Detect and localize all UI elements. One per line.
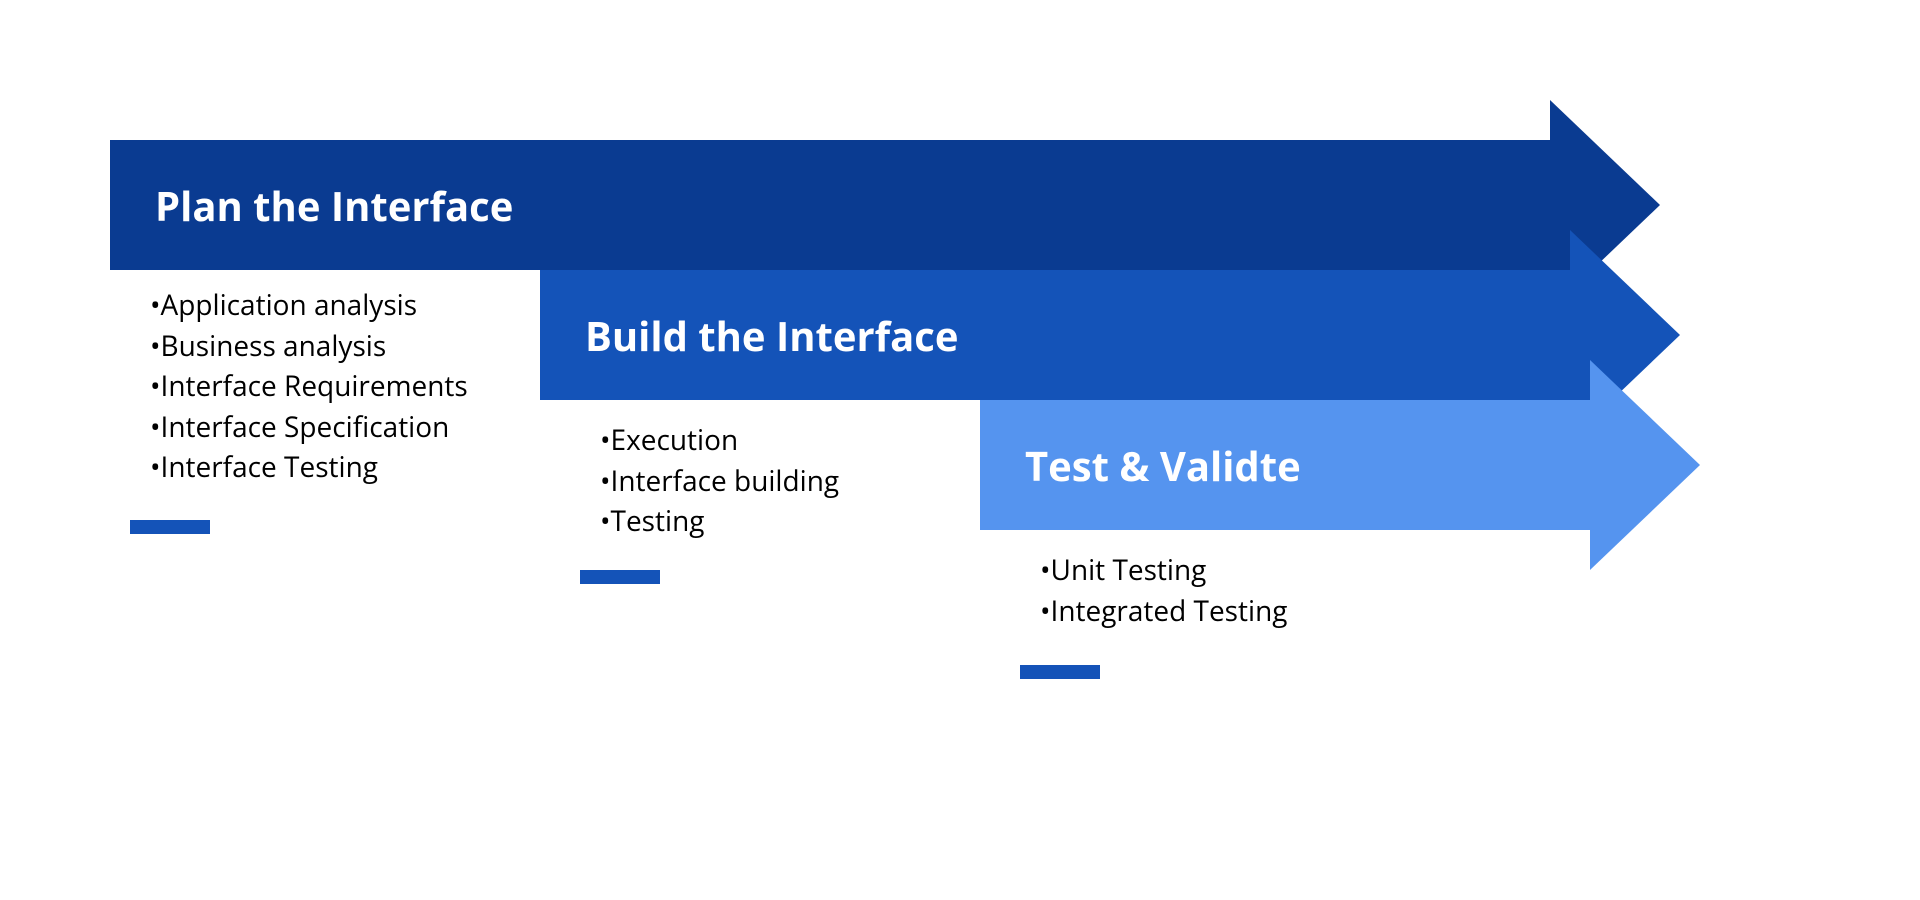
bullet-text: Interface Specification (161, 408, 450, 446)
bullet-text: Business analysis (161, 327, 387, 365)
bullet-item: •Application analysis (150, 285, 468, 326)
bullets-plan: •Application analysis •Business analysis… (130, 285, 468, 488)
arrow-build-shaft: Build the Interface (540, 270, 1570, 400)
bullet-item: •Interface Testing (150, 447, 468, 488)
underline-plan (130, 520, 210, 534)
arrow-plan-title: Plan the Interface (155, 178, 513, 233)
arrow-plan: Plan the Interface (110, 140, 1670, 270)
bullet-item: •Interface building (600, 461, 839, 502)
bullets-test: •Unit Testing •Integrated Testing (1020, 550, 1287, 631)
arrow-build-title: Build the Interface (585, 308, 959, 363)
bullet-text: Testing (611, 502, 705, 540)
arrow-test-title: Test & Validte (1025, 438, 1301, 493)
bullet-item: •Integrated Testing (1040, 591, 1287, 632)
bullet-item: •Execution (600, 420, 839, 461)
bullet-text: Interface building (611, 462, 840, 500)
underline-test (1020, 665, 1100, 679)
bullet-item: •Interface Requirements (150, 366, 468, 407)
bullet-text: Interface Testing (161, 448, 378, 486)
bullet-text: Integrated Testing (1051, 592, 1288, 630)
bullet-item: •Interface Specification (150, 407, 468, 448)
underline-build (580, 570, 660, 584)
arrow-test-shaft: Test & Validte (980, 400, 1590, 530)
bullet-item: •Testing (600, 501, 839, 542)
arrow-plan-shaft: Plan the Interface (110, 140, 1550, 270)
arrow-test-head (1590, 360, 1700, 570)
bullet-item: •Unit Testing (1040, 550, 1287, 591)
bullet-text: Application analysis (161, 286, 418, 324)
bullets-build: •Execution •Interface building •Testing (580, 420, 839, 542)
bullet-text: Execution (611, 421, 739, 459)
process-arrow-diagram: Plan the Interface Build the Interface T… (110, 110, 1810, 810)
bullet-text: Unit Testing (1051, 551, 1207, 589)
bullet-item: •Business analysis (150, 326, 468, 367)
bullet-text: Interface Requirements (161, 367, 468, 405)
